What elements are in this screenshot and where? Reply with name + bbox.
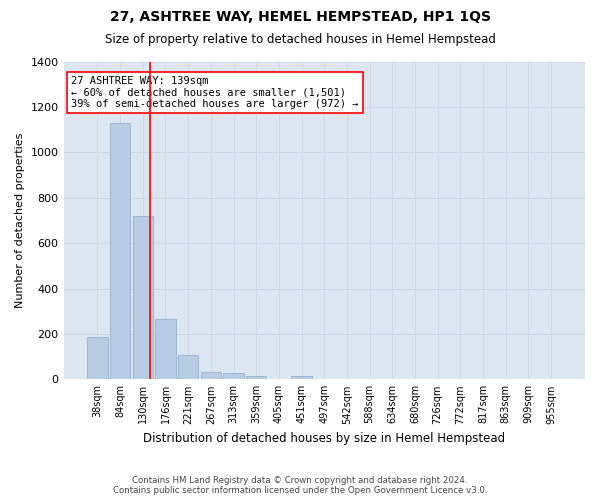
Bar xyxy=(200,372,221,380)
Bar xyxy=(178,356,199,380)
Text: Size of property relative to detached houses in Hemel Hempstead: Size of property relative to detached ho… xyxy=(104,32,496,46)
Bar xyxy=(155,319,176,380)
Y-axis label: Number of detached properties: Number of detached properties xyxy=(15,132,25,308)
Bar xyxy=(110,123,130,380)
Bar xyxy=(292,376,312,380)
Text: 27 ASHTREE WAY: 139sqm
← 60% of detached houses are smaller (1,501)
39% of semi-: 27 ASHTREE WAY: 139sqm ← 60% of detached… xyxy=(71,76,359,109)
Text: 27, ASHTREE WAY, HEMEL HEMPSTEAD, HP1 1QS: 27, ASHTREE WAY, HEMEL HEMPSTEAD, HP1 1Q… xyxy=(110,10,491,24)
X-axis label: Distribution of detached houses by size in Hemel Hempstead: Distribution of detached houses by size … xyxy=(143,432,505,445)
Text: Contains HM Land Registry data © Crown copyright and database right 2024.
Contai: Contains HM Land Registry data © Crown c… xyxy=(113,476,487,495)
Bar xyxy=(87,338,107,380)
Bar xyxy=(133,216,153,380)
Bar xyxy=(246,376,266,380)
Bar xyxy=(223,373,244,380)
